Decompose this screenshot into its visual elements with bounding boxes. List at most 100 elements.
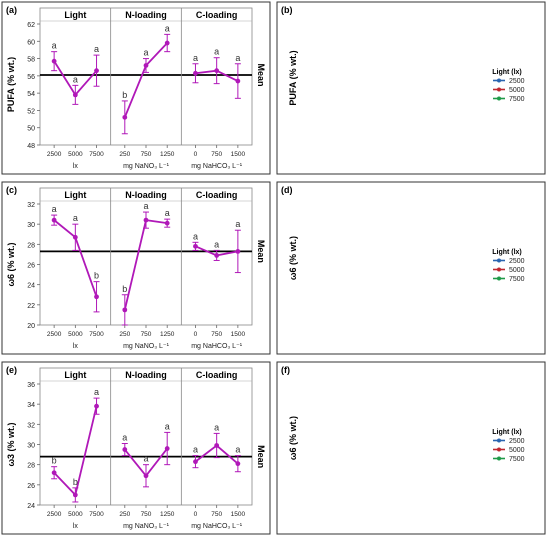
group-unit-label: mg NaNO₃ L⁻¹ xyxy=(123,523,170,530)
legend-marker xyxy=(497,267,501,272)
group-title: C-loading xyxy=(196,190,238,200)
group-title: Light xyxy=(64,10,86,20)
significance-letter: a xyxy=(235,53,240,63)
x-tick-label: 1500 xyxy=(231,511,246,518)
y-tick-label: 52 xyxy=(27,108,35,115)
legend-marker xyxy=(497,258,501,263)
y-tick-label: 48 xyxy=(27,143,35,150)
group-unit-label: mg NaNO₃ L⁻¹ xyxy=(123,343,170,350)
significance-letter: a xyxy=(193,231,198,241)
panel-a: (a) 48 50 52 54 56 58 60 62 PUFA (% wt.) Mean Light… xyxy=(1,1,271,175)
significance-letter: a xyxy=(235,445,240,455)
group-unit-label: lx xyxy=(73,523,79,530)
significance-letter: a xyxy=(214,239,219,249)
legend-entry: 2500 xyxy=(509,438,525,445)
significance-letter: a xyxy=(143,48,148,58)
legend-marker xyxy=(497,456,501,461)
legend-entry: 5000 xyxy=(509,447,525,454)
legend-marker xyxy=(497,96,501,101)
x-tick-label: 2500 xyxy=(47,331,62,338)
group-unit-label: lx xyxy=(73,163,79,170)
y-tick-label: 28 xyxy=(27,463,35,470)
x-tick-label: 2500 xyxy=(47,151,62,158)
significance-letter: b xyxy=(122,90,127,100)
panel-frame xyxy=(276,1,546,175)
significance-letter: b xyxy=(52,456,57,466)
panel-frame xyxy=(1,181,271,355)
x-tick-label: 5000 xyxy=(68,331,83,338)
group-title: N-loading xyxy=(125,190,167,200)
group-unit-label: mg NaNO₃ L⁻¹ xyxy=(123,163,170,170)
panel-letter: (f) xyxy=(281,365,290,375)
legend-entry: 7500 xyxy=(509,96,525,103)
panel-letter: (d) xyxy=(281,185,293,195)
significance-letter: a xyxy=(143,454,148,464)
y-axis-label: ω3 (% wt.) xyxy=(6,422,16,466)
x-tick-label: 250 xyxy=(119,331,130,338)
y-axis-label: ω6 (% wt.) xyxy=(288,236,298,280)
data-point xyxy=(94,68,99,74)
panel-letter: (c) xyxy=(6,185,17,195)
significance-letter: b xyxy=(122,284,127,294)
y-tick-label: 54 xyxy=(27,91,35,98)
x-tick-label: 250 xyxy=(119,151,130,158)
significance-letter: a xyxy=(52,41,57,51)
y-axis-label: PUFA (% wt.) xyxy=(288,50,298,105)
mean-label: Mean xyxy=(256,63,266,86)
data-point xyxy=(122,447,128,452)
significance-letter: a xyxy=(214,422,219,432)
data-point xyxy=(193,459,198,465)
data-point xyxy=(235,78,241,84)
data-point xyxy=(143,473,149,479)
x-tick-label: 0 xyxy=(194,151,198,158)
legend-entry: 5000 xyxy=(509,267,525,274)
panel-letter: (b) xyxy=(281,5,293,15)
significance-letter: a xyxy=(94,44,99,54)
legend-marker xyxy=(497,87,501,92)
panel-e: (e) 24 26 28 30 32 34 36 ω3 (% wt.) Mean Light b 250… xyxy=(1,361,271,535)
legend-marker xyxy=(497,78,501,83)
y-axis-label: ω6 (% wt.) xyxy=(6,242,16,286)
significance-letter: a xyxy=(214,47,219,57)
panel-letter: (a) xyxy=(6,5,17,15)
data-point xyxy=(235,461,241,467)
panel-f: (f)2025303540ω6 (% wt.)2507501250N-loadi… xyxy=(276,361,546,535)
significance-letter: a xyxy=(73,213,78,223)
significance-letter: b xyxy=(73,477,78,487)
y-tick-label: 20 xyxy=(27,323,35,330)
legend-title: Light (lx) xyxy=(492,249,522,256)
legend-marker xyxy=(497,447,501,452)
legend-marker xyxy=(497,438,501,443)
x-tick-label: 2500 xyxy=(47,511,62,518)
x-tick-label: 750 xyxy=(211,151,222,158)
y-tick-label: 26 xyxy=(27,483,35,490)
y-tick-label: 24 xyxy=(27,283,35,290)
significance-letter: b xyxy=(94,271,99,281)
panel-frame xyxy=(1,361,271,535)
panel-letter: (e) xyxy=(6,365,17,375)
significance-letter: a xyxy=(52,204,57,214)
y-tick-label: 24 xyxy=(27,503,35,510)
x-tick-label: 750 xyxy=(141,151,152,158)
data-point xyxy=(214,253,220,258)
panel-frame xyxy=(276,181,546,355)
legend-entry: 2500 xyxy=(509,78,525,85)
data-point xyxy=(143,217,149,223)
y-tick-label: 58 xyxy=(27,57,35,64)
panel-d: (d)13172125293337ω6 (% wt.)2507501250N-l… xyxy=(276,181,546,355)
significance-letter: a xyxy=(165,208,170,218)
x-tick-label: 750 xyxy=(141,511,152,518)
data-point xyxy=(51,58,57,64)
mean-label: Mean xyxy=(256,445,266,468)
group-title: C-loading xyxy=(196,370,238,380)
data-point xyxy=(51,470,57,476)
legend-entry: 7500 xyxy=(509,456,525,463)
y-tick-label: 32 xyxy=(27,202,35,209)
legend-title: Light (lx) xyxy=(492,69,522,76)
data-point xyxy=(164,220,170,226)
y-tick-label: 30 xyxy=(27,222,35,229)
data-point xyxy=(193,243,198,249)
y-axis-label: PUFA (% wt.) xyxy=(6,57,16,112)
y-tick-label: 30 xyxy=(27,443,35,450)
legend-entry: 5000 xyxy=(509,87,525,94)
